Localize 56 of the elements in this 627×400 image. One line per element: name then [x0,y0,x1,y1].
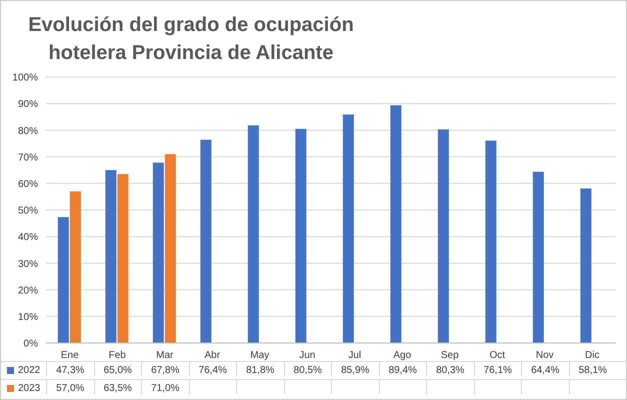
y-tick-label: 50% [18,206,38,217]
bar [164,154,176,343]
x-tick-label: Nov [536,350,554,362]
bar [438,129,449,343]
bar [200,140,212,343]
bar [485,140,496,343]
data-label: 85,9% [331,362,378,376]
bar [390,105,402,343]
bar [117,174,128,343]
y-tick-label: 40% [18,232,38,244]
x-tick-label: May [250,350,270,362]
y-tick-label: 10% [18,312,38,323]
bar [532,172,544,343]
legend-label: 2023 [18,383,40,394]
y-tick-label: 90% [18,99,38,110]
x-tick-label: Sep [440,350,460,362]
y-tick-label: 70% [18,152,38,164]
bar [105,170,116,343]
data-label: 64,4% [521,362,568,376]
data-label: 71,0% [141,380,188,394]
y-tick-label: 80% [18,126,38,137]
bar [580,188,592,343]
x-tick-label: Abr [204,350,221,362]
x-tick-label: Mar [156,350,174,362]
legend-label: 2022 [18,365,40,376]
data-label: 89,4% [378,362,426,376]
bar [342,114,354,343]
x-tick-label: Ago [393,350,412,362]
data-label: 81,8% [236,362,284,376]
bar [152,162,164,343]
data-label: 58,1% [568,362,616,376]
data-label: 80,3% [426,362,474,376]
x-tick-label: Dic [585,350,600,362]
y-tick-label: 30% [18,258,38,270]
data-label: 63,5% [94,380,141,394]
data-label: 57,0% [46,380,94,394]
x-tick-label: Oct [489,350,506,362]
x-tick-label: Jul [348,350,362,362]
data-label: 80,5% [284,362,331,376]
bar [70,191,81,343]
y-tick-label: 0% [24,338,38,350]
data-label: 47,3% [46,362,94,376]
x-tick-label: Feb [108,350,126,362]
x-tick-label: Jun [299,350,316,362]
y-tick-label: 20% [18,285,38,296]
data-label: 67,8% [141,362,188,376]
x-tick-label: Ene [60,350,80,362]
data-label: 65,0% [94,362,141,376]
bar [248,125,259,343]
data-label: 76,4% [188,362,236,376]
y-tick-label: 60% [18,178,38,190]
bar [295,128,306,343]
y-tick-label: 100% [12,72,38,84]
chart-title: Evolución del grado de ocupación hotelera Provincia de Alicante [27,13,355,66]
bar [58,217,69,343]
data-label: 76,1% [474,362,521,376]
